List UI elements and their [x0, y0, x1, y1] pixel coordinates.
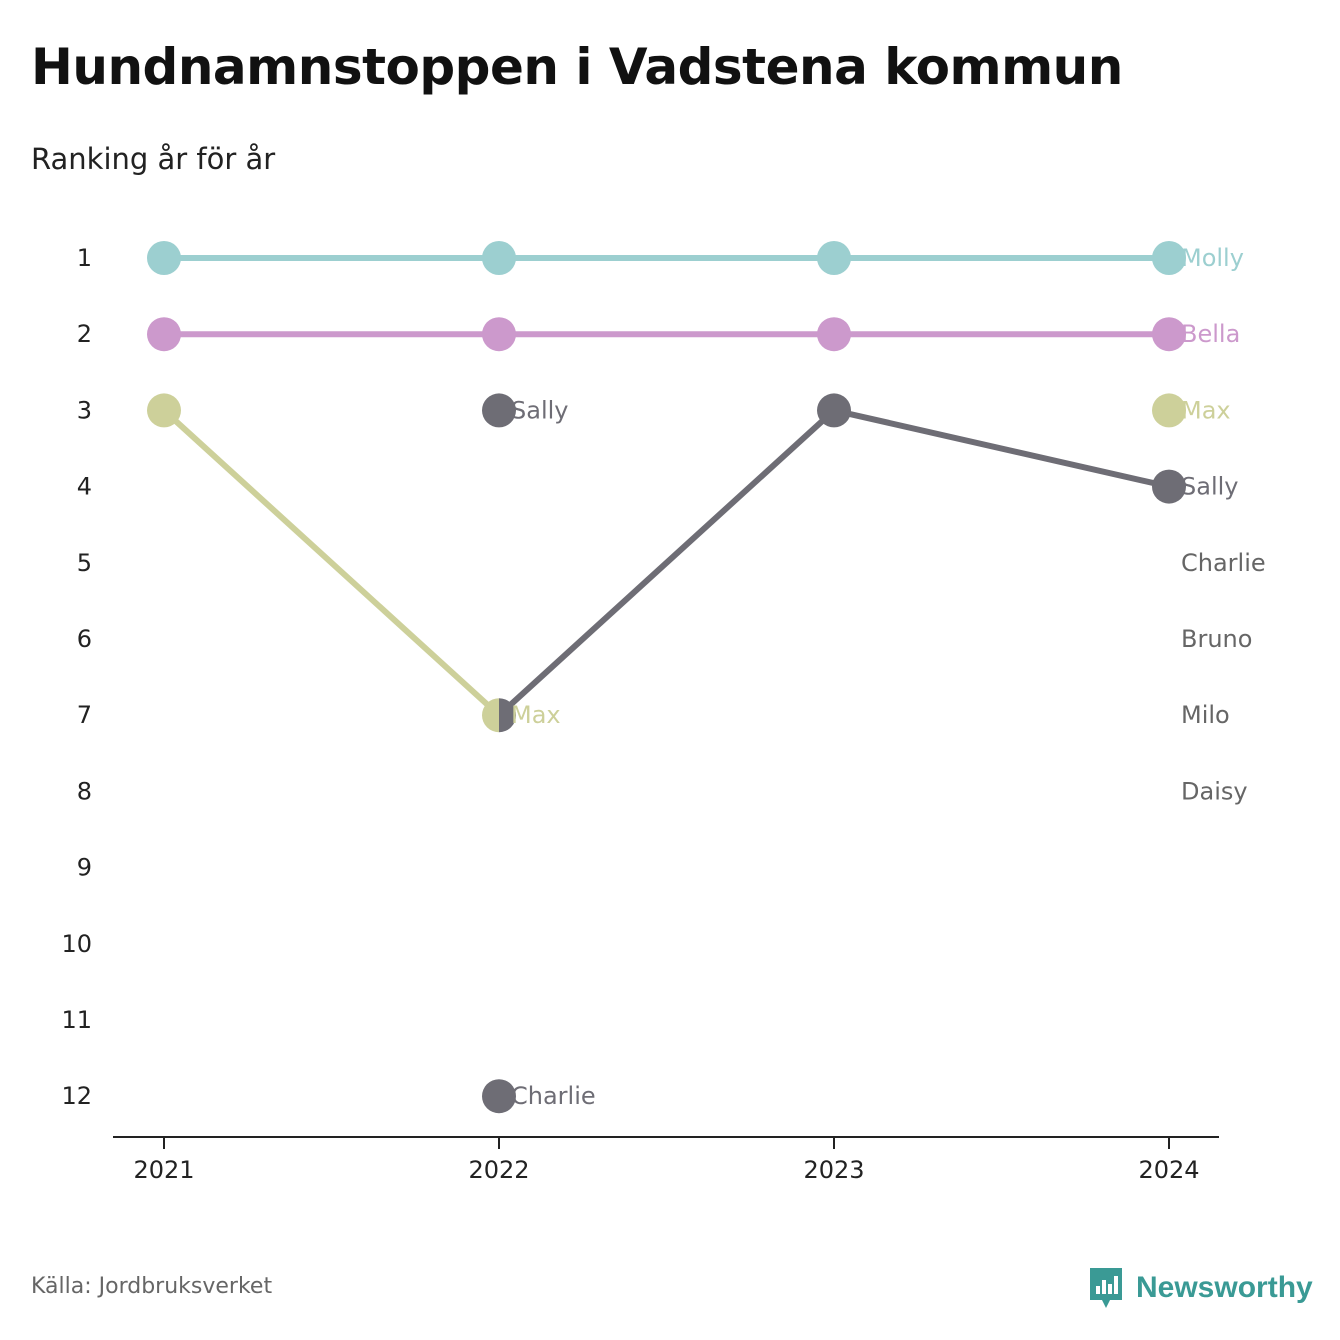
y-tick-label: 1 — [77, 244, 92, 272]
chart-subtitle: Ranking år för år — [31, 142, 276, 176]
source-note: Källa: Jordbruksverket — [31, 1274, 273, 1299]
data-points — [147, 241, 1186, 1114]
point-bella-2022 — [482, 317, 516, 352]
y-tick-label: 7 — [77, 701, 92, 729]
point-max-2021 — [147, 393, 181, 428]
y-tick-label: 10 — [61, 930, 92, 958]
y-tick-label: 4 — [77, 473, 92, 501]
y-tick-label: 9 — [77, 854, 92, 882]
point-bella-2021 — [147, 317, 181, 352]
chart-title: Hundnamnstoppen i Vadstena kommun — [31, 38, 1123, 96]
y-tick-label: 3 — [77, 396, 92, 424]
y-tick-label: 2 — [77, 320, 92, 348]
point-molly-2024 — [1152, 241, 1186, 275]
point-label-max: Max — [1181, 396, 1231, 424]
y-tick-label: 12 — [61, 1082, 92, 1110]
series-lines — [161, 255, 1170, 718]
point-max-2022 — [482, 698, 499, 733]
y-tick-label: 6 — [77, 625, 92, 653]
x-tick-label: 2022 — [468, 1156, 529, 1184]
point-label-sally: Sally — [1181, 473, 1238, 501]
newsworthy-logo-icon — [1090, 1268, 1122, 1308]
point-max-2024 — [1152, 393, 1186, 428]
series-line-sally — [496, 407, 1170, 718]
logo-text: Newsworthy — [1136, 1271, 1313, 1304]
x-tick-label: 2024 — [1138, 1156, 1199, 1184]
point-label-sally: Sally — [511, 396, 568, 424]
point-charlie-2022 — [482, 1079, 516, 1114]
point-label-bella: Bella — [1181, 320, 1240, 348]
x-tick-label: 2023 — [803, 1156, 864, 1184]
point-bella-2023 — [817, 317, 851, 352]
point-label-charlie: Charlie — [1181, 549, 1266, 577]
series-line-max — [161, 408, 502, 718]
point-sally-2024 — [1152, 469, 1186, 504]
y-tick-label: 11 — [61, 1006, 92, 1034]
point-label-max: Max — [511, 701, 561, 729]
point-sally-2022 — [482, 393, 516, 428]
point-molly-2022 — [482, 241, 516, 275]
point-molly-2023 — [817, 241, 851, 275]
point-label-bruno: Bruno — [1181, 625, 1252, 653]
x-tick-label: 2021 — [133, 1156, 194, 1184]
point-sally-2023 — [817, 393, 851, 428]
point-sally-2022 — [499, 698, 516, 733]
x-axis-ticks: 2021 2022 2023 2024 — [133, 1137, 1200, 1184]
point-molly-2021 — [147, 241, 181, 275]
point-label-daisy: Daisy — [1181, 777, 1248, 805]
point-label-charlie: Charlie — [511, 1082, 596, 1110]
y-tick-label: 8 — [77, 777, 92, 805]
point-bella-2024 — [1152, 317, 1186, 352]
y-tick-label: 5 — [77, 549, 92, 577]
point-labels: Sally Charlie Max Molly Bella Max Sally Charlie… — [511, 244, 1266, 1110]
point-label-molly: Molly — [1181, 244, 1244, 272]
point-label-milo: Milo — [1181, 701, 1230, 729]
newsworthy-logo: Newsworthy — [1088, 1266, 1313, 1310]
